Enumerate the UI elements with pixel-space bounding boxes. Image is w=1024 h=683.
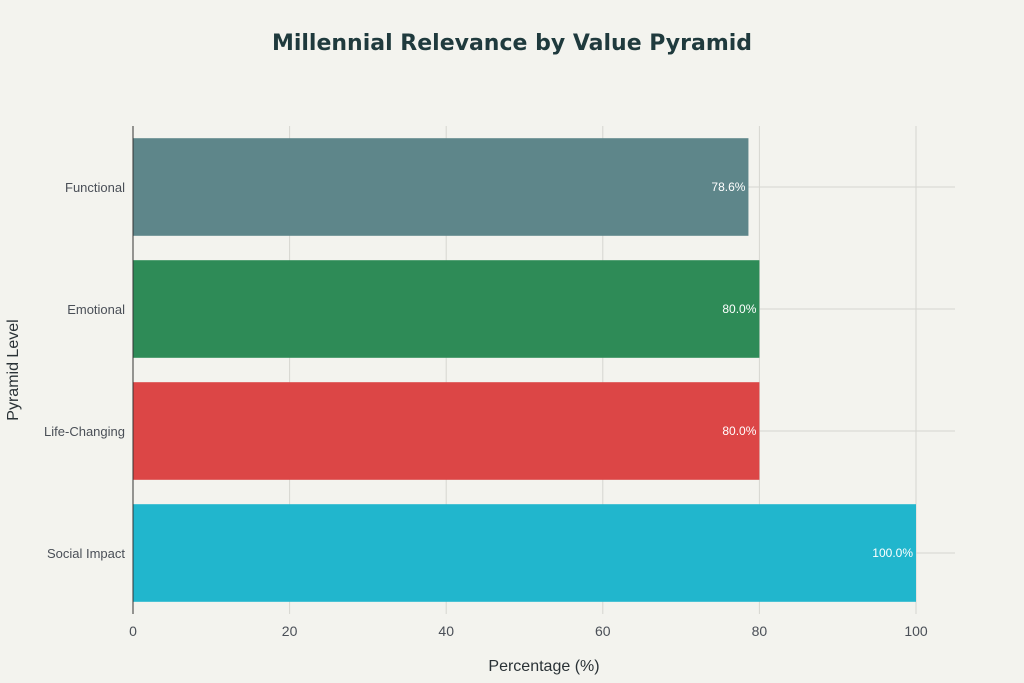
bar-functional [133,138,749,236]
x-tick-label: 60 [595,623,611,639]
x-axis-title: Percentage (%) [488,658,599,675]
y-axis-title: Pyramid Level [5,319,22,420]
x-tick-label: 0 [129,623,137,639]
x-tick-label: 20 [282,623,298,639]
x-tick-label: 80 [752,623,768,639]
bar-social-impact [133,504,916,602]
data-label: 80.0% [722,302,756,316]
chart-title: Millennial Relevance by Value Pyramid [272,31,752,56]
bar-life-changing [133,382,760,480]
data-label: 80.0% [722,424,756,438]
y-tick-labels: Functional Emotional Life-Changing Social I… [44,180,125,561]
y-tick-label: Functional [65,180,125,195]
x-tick-labels: 0 20 40 60 80 100 [129,623,928,639]
y-tick-label: Emotional [67,302,125,317]
bars: 78.6% 80.0% 80.0% 100.0% [133,138,916,602]
bar-emotional [133,260,760,358]
y-tick-label: Social Impact [47,546,125,561]
x-tick-label: 100 [904,623,928,639]
x-tick-label: 40 [438,623,454,639]
data-label: 78.6% [711,180,745,194]
data-label: 100.0% [872,546,913,560]
y-tick-label: Life-Changing [44,424,125,439]
